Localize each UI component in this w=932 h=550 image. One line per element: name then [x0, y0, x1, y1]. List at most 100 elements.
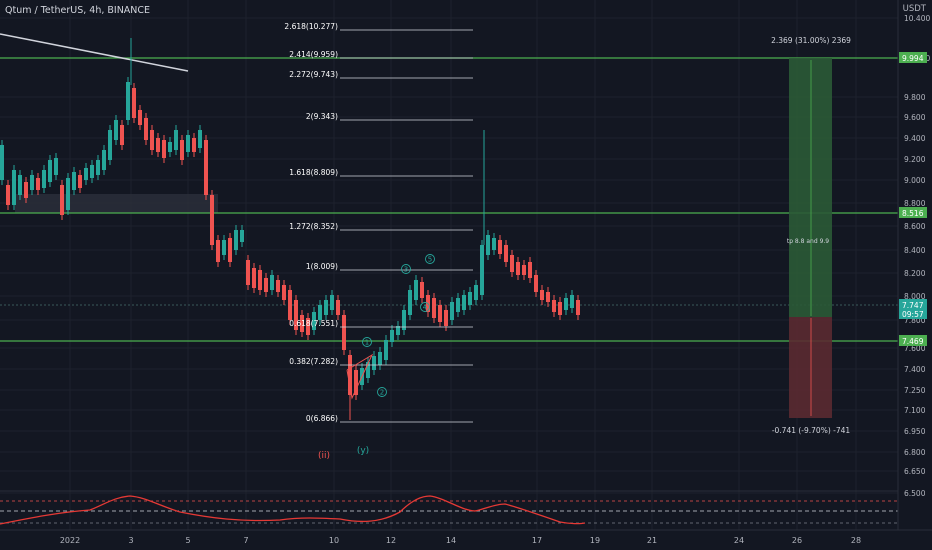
candle-body — [156, 138, 160, 152]
chart-grid — [0, 0, 898, 530]
price-badge: 7.747 — [899, 299, 927, 310]
candle-body — [210, 195, 214, 245]
wave-label-y: (y) — [357, 446, 369, 456]
candle-body — [108, 130, 112, 160]
wave-label-w4: 4 — [423, 304, 428, 312]
candle-body — [540, 290, 544, 300]
fib-extension[interactable]: 2.618(10.277) 2.414(9.959) 2.272(9.743) 2(9… — [284, 22, 473, 423]
time-tick-label: 7 — [243, 536, 248, 545]
price-badge: 9.994 — [899, 52, 927, 63]
candle-body — [246, 260, 250, 285]
currency-label: USDT — [902, 4, 926, 14]
candle-body — [576, 300, 580, 315]
candle-body — [546, 292, 550, 302]
wave-label-w3: 3 — [404, 266, 408, 274]
price-badge: 8.516 — [899, 207, 927, 218]
price-tick-label: 10.400 — [904, 14, 930, 23]
trend-line[interactable] — [0, 33, 189, 72]
time-axis[interactable]: 2022 3 5 7 10 12 14 17 19 21 24 26 28 — [0, 529, 932, 550]
candle-body — [24, 182, 28, 198]
price-badge-label: 7.469 — [902, 337, 924, 346]
candle-body — [354, 370, 358, 395]
oscillator-pane[interactable]: 80.00040.000 — [0, 490, 930, 525]
time-tick-label: 19 — [590, 536, 600, 545]
fib-label: 0(6.866) — [306, 414, 338, 423]
candle-body — [120, 125, 124, 145]
candle-body — [258, 270, 262, 290]
candle-body — [462, 295, 466, 310]
candle-body — [420, 282, 424, 298]
candle-body — [84, 168, 88, 180]
candle-body — [186, 135, 190, 152]
candle-body — [492, 238, 496, 250]
candle-body — [348, 355, 352, 395]
candle-body — [342, 315, 346, 350]
price-tick-label: 8.400 — [904, 246, 926, 255]
price-tick-label: 7.250 — [904, 386, 926, 395]
price-tick-label: 6.500 — [904, 489, 926, 498]
candle-body — [558, 302, 562, 315]
candle-body — [414, 280, 418, 300]
candle-body — [270, 275, 274, 290]
wave-label-w1: 1 — [365, 339, 369, 347]
time-tick-label: 10 — [329, 536, 339, 545]
support-zone — [15, 194, 218, 213]
candle-body — [96, 160, 100, 175]
price-badge-bg — [899, 207, 927, 218]
candle-body — [264, 278, 268, 292]
candle-body — [390, 330, 394, 342]
target-zone[interactable] — [789, 58, 832, 317]
price-tick-label: 7.400 — [904, 365, 926, 374]
candle-body — [144, 118, 148, 140]
time-tick-label: 5 — [185, 536, 190, 545]
wave-label-w5: 5 — [428, 256, 432, 264]
price-tick-label: 7.600 — [904, 344, 926, 353]
candle-body — [90, 165, 94, 178]
price-badge-bg — [899, 308, 927, 319]
candle-body — [6, 185, 10, 205]
candle-body — [468, 292, 472, 305]
price-tick-label: 6.950 — [904, 427, 926, 436]
time-tick-label: 2022 — [60, 536, 80, 545]
candle-body — [294, 300, 298, 330]
time-tick-label: 28 — [851, 536, 861, 545]
candle-body — [174, 130, 178, 150]
candle-body — [330, 295, 334, 310]
price-axis[interactable]: 10.40010.2009.8009.6009.4009.2009.0008.8… — [897, 0, 932, 550]
candle-body — [510, 255, 514, 272]
price-tick-label: 9.600 — [904, 113, 926, 122]
take-profit-note: tp 8.8 and 9.9 — [787, 238, 829, 245]
price-badge: 7.469 — [899, 335, 927, 346]
wave-circle — [420, 302, 430, 312]
price-badge-bg — [899, 299, 927, 310]
candle-body — [366, 362, 370, 378]
candle-body — [204, 140, 208, 195]
fib-label: 2(9.343) — [306, 112, 338, 121]
candle-body — [48, 160, 52, 182]
candle-body — [36, 178, 40, 190]
candle-body — [504, 245, 508, 262]
candle-body — [78, 175, 82, 188]
price-tick-label: 6.800 — [904, 448, 926, 457]
stop-zone[interactable] — [789, 317, 832, 418]
candle-body — [240, 230, 244, 242]
symbol-title[interactable]: Qtum / TetherUS, 4h, BINANCE — [5, 5, 151, 16]
candle-body — [54, 158, 58, 175]
position-tool-labels: 2.369 (31.00%) 2369 -0.741 (-9.70%) -741 t… — [771, 36, 851, 435]
candle-body — [336, 300, 340, 315]
fib-label: 1.618(8.809) — [289, 168, 338, 177]
price-tick-label: 9.000 — [904, 176, 926, 185]
time-axis-bg — [0, 530, 932, 550]
candle-body — [372, 356, 376, 370]
candle-body — [480, 245, 484, 295]
candle-body — [288, 290, 292, 320]
candle-body — [192, 138, 196, 152]
candle-body — [486, 235, 490, 255]
wave-label-w2: 2 — [380, 389, 384, 397]
price-tick-label: 8.200 — [904, 269, 926, 278]
candle-body — [564, 298, 568, 310]
candle-body — [450, 302, 454, 320]
price-badge-label: 09:57 — [902, 310, 924, 319]
candle-body — [432, 298, 436, 318]
